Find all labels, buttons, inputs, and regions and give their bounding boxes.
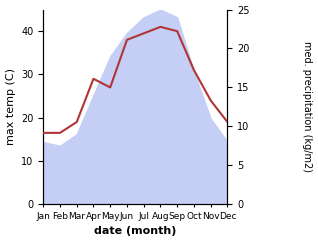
Y-axis label: max temp (C): max temp (C) xyxy=(5,68,16,145)
X-axis label: date (month): date (month) xyxy=(94,227,176,236)
Y-axis label: med. precipitation (kg/m2): med. precipitation (kg/m2) xyxy=(302,41,313,172)
